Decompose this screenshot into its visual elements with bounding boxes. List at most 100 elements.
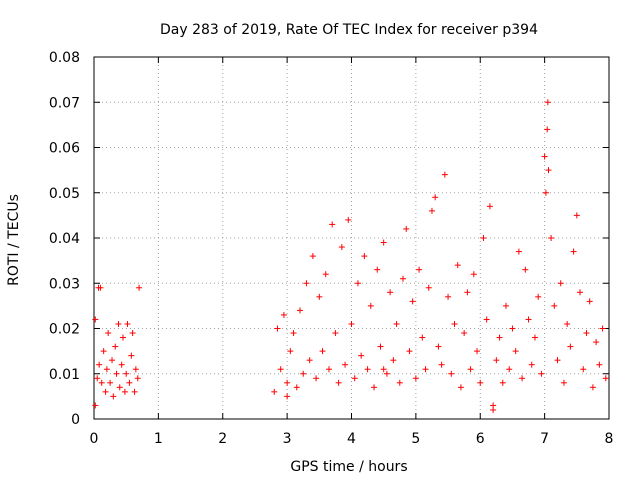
data-point	[477, 379, 484, 386]
data-point	[329, 221, 336, 228]
y-tick-label: 0.02	[49, 322, 80, 338]
data-point	[602, 375, 609, 382]
y-tick-label: 0.05	[49, 186, 80, 202]
data-point	[451, 320, 458, 327]
data-point	[522, 266, 529, 273]
data-point	[570, 248, 577, 255]
data-point	[544, 126, 551, 133]
data-point	[554, 357, 561, 364]
y-tick-label: 0.08	[49, 50, 80, 66]
data-point	[129, 330, 136, 337]
data-point	[92, 402, 99, 409]
data-point	[124, 320, 131, 327]
data-point	[113, 370, 120, 377]
data-point	[548, 235, 555, 241]
data-point	[512, 348, 519, 355]
data-point	[371, 384, 378, 391]
data-point	[290, 330, 297, 337]
data-point	[564, 320, 571, 327]
data-point	[287, 348, 294, 355]
data-point	[109, 357, 116, 364]
data-point	[128, 352, 135, 359]
data-point	[351, 375, 358, 382]
data-point	[293, 384, 300, 391]
data-point	[107, 379, 114, 386]
x-tick-label: 8	[605, 431, 614, 447]
data-point	[596, 361, 603, 368]
data-point	[121, 388, 128, 395]
y-axis-label: ROTI / TECUs	[6, 194, 22, 286]
data-point	[95, 284, 102, 291]
y-tick-label: 0.06	[49, 141, 80, 157]
data-point	[589, 384, 596, 391]
data-point	[412, 375, 419, 382]
data-point	[454, 262, 461, 269]
data-point	[499, 379, 506, 386]
data-point	[573, 212, 580, 219]
data-point	[432, 194, 439, 201]
data-point	[416, 266, 423, 273]
data-point	[103, 366, 110, 373]
data-point	[490, 406, 497, 413]
data-point	[361, 253, 368, 260]
data-points	[92, 99, 609, 413]
x-tick-label: 3	[283, 431, 292, 447]
data-point	[377, 343, 384, 350]
plot-frame	[93, 56, 610, 420]
x-tick-label: 1	[154, 431, 163, 447]
data-point	[538, 370, 545, 377]
data-point	[358, 352, 365, 359]
data-point	[100, 348, 107, 355]
data-point	[531, 334, 538, 341]
chart-title: Day 283 of 2019, Rate Of TEC Index for r…	[160, 22, 538, 38]
data-point	[425, 284, 432, 291]
data-point	[496, 334, 503, 341]
data-point	[342, 361, 349, 368]
data-point	[396, 379, 403, 386]
x-tick-label: 5	[411, 431, 420, 447]
data-point	[400, 275, 406, 282]
data-point	[419, 334, 426, 341]
data-point	[409, 298, 416, 305]
data-point	[544, 99, 551, 106]
data-point	[557, 280, 564, 287]
data-point	[525, 316, 532, 323]
data-point	[448, 370, 455, 377]
data-point	[300, 370, 307, 377]
x-tick-label: 7	[540, 431, 549, 447]
data-point	[406, 348, 413, 355]
data-point	[105, 330, 112, 337]
data-point	[599, 325, 606, 332]
data-point	[367, 302, 374, 309]
data-point	[309, 253, 316, 260]
data-point	[461, 330, 468, 337]
y-tick-label: 0.04	[49, 231, 80, 247]
x-axis-label: GPS time / hours	[290, 459, 407, 475]
data-point	[390, 357, 397, 364]
data-point	[383, 370, 390, 377]
data-point	[132, 366, 139, 373]
data-point	[110, 393, 117, 400]
data-point	[541, 153, 548, 160]
data-point	[354, 280, 361, 287]
data-point	[542, 189, 549, 196]
data-point	[284, 393, 291, 400]
data-point	[96, 361, 103, 368]
data-point	[338, 244, 345, 251]
data-point	[577, 289, 584, 296]
data-point	[126, 379, 133, 386]
grid	[94, 57, 609, 419]
data-point	[277, 366, 284, 373]
data-point	[345, 216, 352, 223]
data-point	[580, 366, 587, 373]
data-point	[509, 325, 516, 332]
data-point	[115, 320, 122, 327]
x-tick-label: 6	[476, 431, 485, 447]
data-point	[303, 280, 310, 287]
x-tick-label: 4	[347, 431, 356, 447]
data-point	[322, 271, 329, 278]
data-point	[506, 366, 513, 373]
data-point	[428, 207, 435, 214]
data-point	[274, 325, 281, 332]
